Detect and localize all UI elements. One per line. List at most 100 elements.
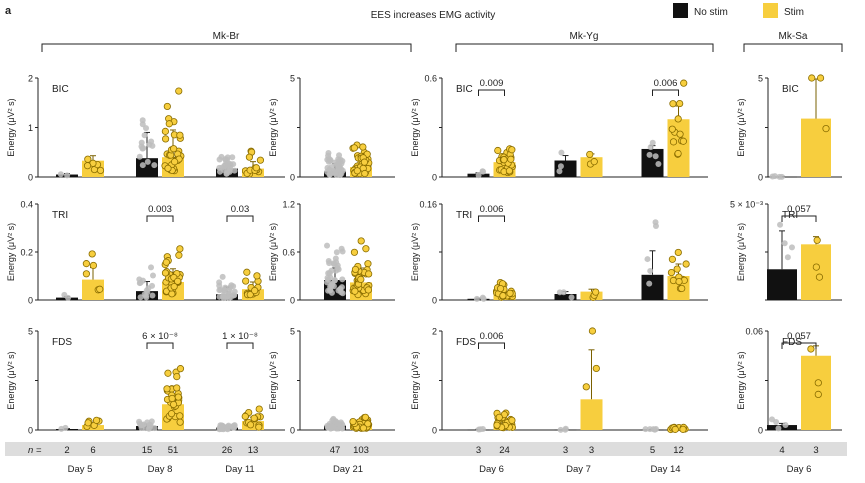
- stim-point: [674, 115, 682, 123]
- stim-point: [176, 245, 184, 253]
- n-count-stim: 3: [589, 445, 594, 456]
- nostim-point: [332, 255, 339, 262]
- nostim-point: [339, 276, 346, 283]
- stim-point: [84, 419, 92, 427]
- nostim-point: [652, 426, 659, 433]
- nostim-point: [788, 244, 795, 251]
- nostim-point: [324, 242, 331, 249]
- stim-point: [89, 261, 98, 270]
- nostim-point: [642, 426, 649, 433]
- y-tick-label: 0.6: [424, 74, 437, 84]
- stim-point: [359, 143, 367, 151]
- stim-point: [255, 423, 263, 431]
- legend: No stim Stim: [673, 3, 804, 18]
- y-tick-label: 0.16: [419, 200, 437, 210]
- nostim-point: [221, 286, 228, 293]
- nostim-point: [149, 292, 156, 299]
- nostim-point: [328, 164, 335, 171]
- significance-bracket: [652, 89, 679, 96]
- stim-point: [167, 410, 176, 418]
- p-value-label: 0.057: [787, 331, 811, 342]
- stim-point: [252, 164, 260, 172]
- stim-point: [173, 372, 181, 381]
- stim-point: [814, 390, 822, 398]
- y-tick-label: 0: [432, 296, 437, 306]
- y-tick-label: 5: [290, 327, 295, 337]
- stim-point: [364, 286, 372, 294]
- y-tick-label: 0.4: [20, 200, 33, 210]
- nostim-point: [646, 280, 653, 287]
- nostim-point: [231, 423, 238, 430]
- stim-point: [361, 169, 369, 178]
- y-tick-label: 0: [28, 296, 33, 306]
- nostim-point: [336, 164, 343, 171]
- panel-yg-bic: 0 0.6 Energy (μV² s) BIC 0.009 0.006: [410, 74, 708, 183]
- stim-point: [243, 268, 251, 276]
- nostim-point: [142, 292, 149, 299]
- significance-bracket: [478, 215, 505, 222]
- nostim-point: [776, 173, 783, 180]
- stim-point: [246, 291, 254, 299]
- stim-point: [676, 99, 684, 108]
- day-label: Day 21: [333, 464, 363, 475]
- nostim-point: [329, 423, 336, 430]
- nostim-point: [652, 153, 659, 160]
- y-tick-label: 1.2: [282, 200, 295, 210]
- p-value-label: 0.057: [787, 204, 811, 215]
- n-row-band: [5, 442, 847, 456]
- significance-bracket: [146, 342, 174, 349]
- y-tick-label: 0.6: [282, 248, 295, 258]
- panel-br1-bic: 0 1 2 Energy (μV² s) BIC: [6, 74, 285, 183]
- stim-bar: [801, 244, 831, 300]
- day-label: Day 8: [148, 464, 173, 475]
- stim-point: [92, 416, 101, 424]
- monkey-bracket-sa: Mk-Sa: [743, 31, 843, 52]
- nostim-point: [216, 282, 223, 289]
- y-tick-label: 0: [290, 426, 295, 436]
- day-label: Day 6: [479, 464, 504, 475]
- stim-point: [682, 260, 690, 268]
- nostim-point: [784, 254, 791, 261]
- nostim-point: [58, 425, 65, 432]
- stim-point: [675, 277, 683, 286]
- nostim-point: [473, 295, 480, 302]
- y-tick-label: 0: [28, 426, 33, 436]
- stim-point: [505, 167, 513, 175]
- nostim-point: [775, 425, 782, 432]
- n-count-stim: 51: [168, 445, 179, 456]
- stim-point: [493, 421, 501, 429]
- muscle-label: BIC: [782, 84, 799, 95]
- stim-point: [807, 345, 815, 353]
- stim-point: [173, 384, 181, 392]
- stim-point: [176, 418, 184, 426]
- stim-point: [495, 413, 503, 421]
- nostim-point: [336, 152, 343, 159]
- y-axis-label: Energy (μV² s): [6, 223, 16, 281]
- p-value-label: 0.006: [654, 78, 678, 89]
- nostim-point: [228, 282, 235, 289]
- nostim-point: [325, 258, 332, 265]
- stim-point: [165, 120, 173, 128]
- stim-point: [168, 394, 176, 403]
- y-tick-label: 0: [758, 426, 763, 436]
- day-label: Day 5: [68, 464, 93, 475]
- stim-point: [242, 277, 250, 285]
- stim-point: [162, 258, 170, 266]
- stim-point: [671, 425, 679, 433]
- nostim-point: [220, 292, 227, 299]
- nostim-bar: [767, 425, 797, 430]
- p-value-label: 0.003: [148, 204, 172, 215]
- y-tick-label: 2: [432, 327, 437, 337]
- nostim-point: [231, 288, 238, 295]
- stim-point: [96, 285, 104, 293]
- p-value-label: 1 × 10⁻⁸: [222, 331, 258, 342]
- y-tick-label: 0: [290, 296, 295, 306]
- nostim-point: [218, 426, 225, 433]
- nostim-point: [655, 161, 662, 168]
- stim-point: [668, 255, 677, 263]
- monkey-bracket-br: Mk-Br: [41, 31, 412, 52]
- stim-point: [669, 100, 677, 108]
- stim-point: [349, 417, 357, 426]
